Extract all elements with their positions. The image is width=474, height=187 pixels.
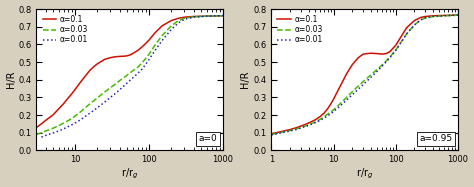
Legend: α=0.1, α=0.03, α=0.01: α=0.1, α=0.03, α=0.01 <box>40 13 90 47</box>
X-axis label: r/r$_g$: r/r$_g$ <box>121 167 138 181</box>
Text: a=0: a=0 <box>199 134 218 143</box>
Text: a=0.95: a=0.95 <box>419 134 452 143</box>
Y-axis label: H/R: H/R <box>6 71 16 88</box>
X-axis label: r/r$_g$: r/r$_g$ <box>356 167 374 181</box>
Legend: α=0.1, α=0.03, α=0.01: α=0.1, α=0.03, α=0.01 <box>275 13 325 47</box>
Y-axis label: H/R: H/R <box>240 71 250 88</box>
